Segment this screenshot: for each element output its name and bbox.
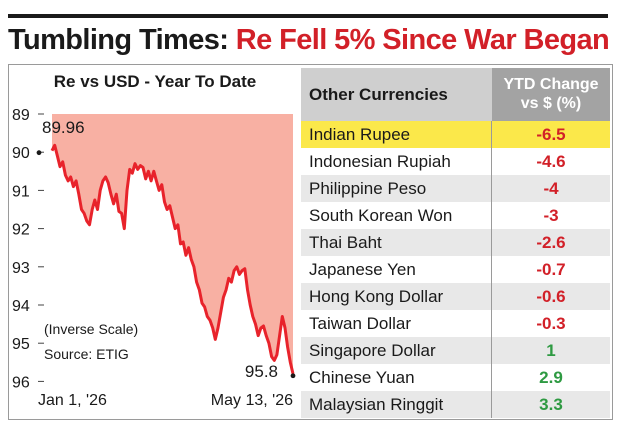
y-tick-label: 94 (12, 298, 30, 315)
header-ytd-change-line-1: YTD Change (503, 76, 599, 93)
currency-table: Other Currencies YTD Change vs $ (%) Ind… (301, 68, 610, 418)
source-note: Source: ETIG (44, 346, 129, 362)
y-tick-label: 89 (12, 107, 30, 124)
inverse-scale-note: (Inverse Scale) (44, 321, 138, 337)
currency-name: Singapore Dollar (309, 341, 436, 360)
table-row: Malaysian Ringgit 3.3 (301, 391, 610, 418)
ytd-change-value: -0.3 (536, 314, 566, 333)
table-row: Taiwan Dollar -0.3 (301, 310, 610, 337)
headline: Tumbling Times: Re Fell 5% Since War Beg… (8, 20, 610, 60)
table-header: Other Currencies YTD Change vs $ (%) (301, 68, 610, 121)
x-label-start: Jan 1, '26 (38, 392, 107, 409)
currency-name: Chinese Yuan (309, 368, 415, 387)
column-divider (491, 337, 492, 364)
rupee-line (50, 143, 295, 375)
currency-name: South Korean Won (309, 206, 453, 225)
line-chart: 89 90 91 92 93 94 95 96 89.96 95.8 (Inverse Scale)… (12, 107, 296, 409)
table-row: Indonesian Rupiah -4.6 (301, 148, 610, 175)
table-row: Japanese Yen -0.7 (301, 256, 610, 283)
table-body: Indian Rupee -6.5 Indonesian Rupiah -4.6 Phi… (301, 121, 610, 418)
y-tick-label: 93 (12, 260, 30, 277)
headline-part-1: Tumbling Times: (8, 24, 236, 56)
currency-name: Japanese Yen (309, 260, 416, 279)
chart-title: Re vs USD - Year To Date (53, 72, 257, 91)
ytd-change-value: 3.3 (539, 395, 563, 414)
table-row: Hong Kong Dollar -0.6 (301, 283, 610, 310)
start-point-marker (36, 150, 42, 156)
table-row: Philippine Peso -4 (301, 175, 610, 202)
table-row: Indian Rupee -6.5 (301, 121, 610, 148)
ytd-change-value: -3 (543, 206, 559, 225)
currency-name: Indian Rupee (309, 125, 411, 144)
end-point-marker (290, 373, 296, 379)
shaded-area (52, 114, 293, 374)
column-divider (491, 229, 492, 256)
ytd-change-value: -6.5 (536, 125, 566, 144)
column-divider (491, 256, 492, 283)
x-label-end: May 13, '26 (211, 392, 293, 409)
table-row: Chinese Yuan 2.9 (301, 364, 610, 391)
table-row: South Korean Won -3 (301, 202, 610, 229)
ytd-change-value: 2.9 (539, 368, 563, 387)
ytd-change-value: -0.7 (536, 260, 566, 279)
column-divider (491, 364, 492, 391)
ytd-change-value: 1 (546, 341, 556, 360)
currency-name: Malaysian Ringgit (309, 395, 444, 414)
y-tick-label: 92 (12, 222, 30, 239)
currency-name: Taiwan Dollar (309, 314, 412, 333)
ytd-change-value: -4.6 (536, 152, 566, 171)
ytd-change-value: -0.6 (536, 287, 566, 306)
headline-top-rule (8, 14, 608, 18)
column-divider (491, 391, 492, 418)
column-divider (491, 121, 492, 148)
column-divider (491, 175, 492, 202)
currency-name: Hong Kong Dollar (309, 287, 444, 306)
column-divider (491, 283, 492, 310)
ytd-change-value: -4 (543, 179, 559, 198)
header-ytd-change-line-2: vs $ (%) (520, 95, 582, 112)
end-value-label: 95.8 (245, 362, 278, 381)
y-tick-label: 95 (12, 336, 30, 353)
header-ytd-change: YTD Change vs $ (%) (492, 68, 610, 121)
currency-name: Thai Baht (309, 233, 382, 252)
y-tick-label: 91 (12, 183, 30, 200)
table-row: Singapore Dollar 1 (301, 337, 610, 364)
currency-name: Philippine Peso (309, 179, 427, 198)
column-divider (491, 148, 492, 175)
column-divider (491, 202, 492, 229)
table-row: Thai Baht -2.6 (301, 229, 610, 256)
header-other-currencies: Other Currencies (309, 85, 448, 104)
y-tick-label: 96 (12, 374, 30, 391)
ytd-change-value: -2.6 (536, 233, 566, 252)
start-value-label: 89.96 (42, 118, 85, 137)
infographic-panel (8, 64, 613, 420)
headline-part-2: Re Fell 5% Since War Began (235, 24, 610, 56)
y-tick-label: 90 (12, 145, 30, 162)
column-divider (491, 310, 492, 337)
currency-name: Indonesian Rupiah (309, 152, 451, 171)
